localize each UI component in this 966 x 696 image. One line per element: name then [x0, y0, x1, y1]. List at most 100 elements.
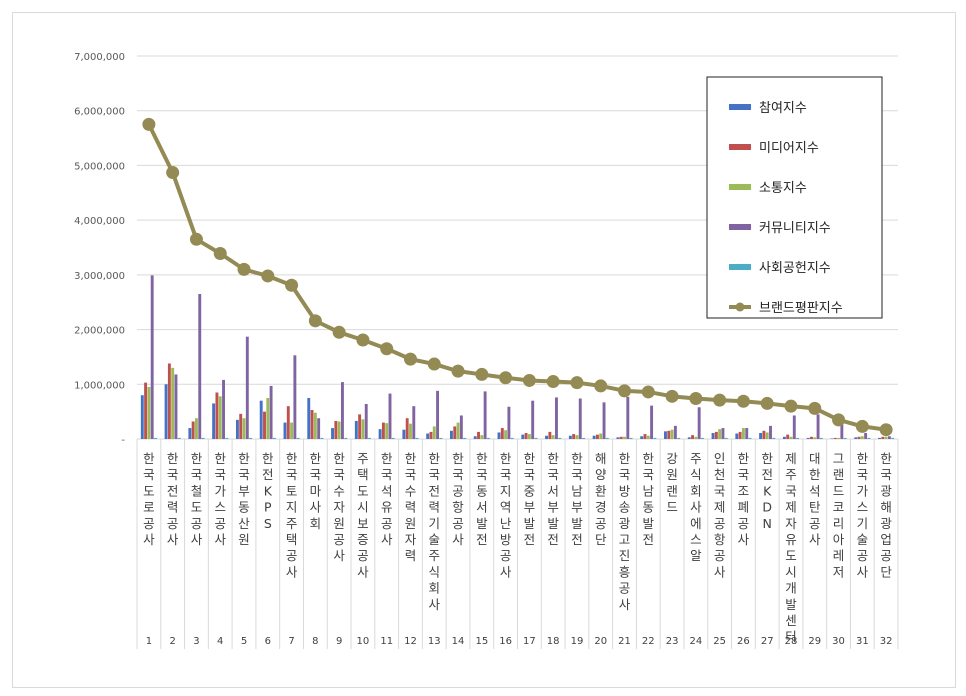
y-tick-label: - — [121, 435, 125, 446]
category-number: 2 — [169, 636, 175, 647]
bar — [245, 336, 249, 439]
legend-label: 미디어지수 — [759, 141, 819, 156]
line-point — [832, 413, 846, 427]
category-number: 14 — [452, 636, 465, 647]
bar — [456, 422, 460, 439]
line-point — [475, 367, 489, 381]
bar — [154, 437, 157, 439]
bar — [340, 382, 344, 439]
legend-swatch — [729, 264, 751, 270]
category-number: 23 — [666, 636, 679, 647]
bar — [463, 437, 467, 439]
bar — [605, 437, 609, 439]
bar — [402, 429, 406, 439]
bar — [266, 397, 270, 439]
bar — [623, 436, 626, 439]
bar — [320, 437, 324, 439]
bar — [786, 434, 790, 439]
bar — [830, 438, 834, 439]
category-number: 18 — [547, 636, 560, 647]
bar — [697, 407, 701, 439]
line-point — [665, 389, 679, 403]
bar — [558, 437, 562, 439]
bar — [188, 428, 192, 439]
bar — [854, 437, 858, 439]
bar — [218, 396, 222, 439]
bar — [602, 402, 606, 439]
bar — [225, 437, 229, 439]
bar — [385, 423, 389, 439]
bar — [215, 392, 219, 439]
line-point — [261, 269, 275, 283]
category-number: 31 — [856, 636, 869, 647]
bar — [806, 437, 810, 439]
category-number: 28 — [785, 636, 798, 647]
bar — [331, 428, 334, 439]
category-number: 4 — [217, 636, 223, 647]
category-number: 9 — [336, 636, 342, 647]
bar — [694, 436, 698, 439]
bar — [765, 432, 769, 439]
bar — [687, 437, 691, 439]
line-point — [570, 376, 584, 390]
bar — [412, 406, 416, 439]
bar — [748, 437, 752, 439]
category-number: 30 — [832, 636, 845, 647]
category-number: 10 — [357, 636, 370, 647]
line-point — [855, 419, 869, 433]
bar — [545, 435, 549, 439]
bar — [313, 412, 317, 439]
bar — [578, 398, 582, 439]
category-number: 8 — [312, 636, 318, 647]
category-number: 6 — [265, 636, 271, 647]
bar — [572, 434, 576, 439]
bar — [738, 431, 742, 439]
bar — [272, 437, 276, 439]
category-number: 25 — [713, 636, 726, 647]
bar — [459, 415, 463, 439]
line-point — [189, 232, 203, 246]
bar — [548, 431, 552, 439]
bar — [629, 437, 633, 439]
bar — [290, 422, 294, 439]
bar — [191, 421, 195, 439]
line-point — [237, 262, 251, 276]
bar — [640, 436, 644, 439]
bar — [201, 437, 205, 439]
line-point — [546, 375, 560, 389]
legend-label: 참여지수 — [759, 101, 807, 116]
bar — [334, 420, 338, 439]
bar — [486, 437, 490, 439]
bar — [677, 437, 681, 439]
category-number: 24 — [689, 636, 702, 647]
line-point — [332, 325, 346, 339]
bar — [409, 423, 412, 439]
bar — [864, 432, 868, 439]
bar — [358, 414, 362, 439]
legend-swatch — [729, 184, 751, 190]
bar — [235, 419, 239, 439]
bar — [524, 432, 528, 439]
y-tick-label: 6,000,000 — [74, 107, 125, 118]
bar — [222, 379, 225, 439]
bar — [388, 393, 392, 439]
bar — [575, 435, 579, 439]
y-tick-label: 5,000,000 — [74, 161, 125, 172]
bar — [653, 437, 657, 439]
bar — [718, 429, 722, 439]
line-point — [356, 333, 370, 347]
bar — [667, 430, 671, 439]
line-point — [213, 247, 227, 261]
bar — [174, 374, 178, 439]
bar — [568, 435, 572, 439]
bar — [595, 434, 599, 439]
bar — [405, 418, 409, 439]
line-point — [380, 342, 394, 356]
bar — [582, 437, 586, 439]
